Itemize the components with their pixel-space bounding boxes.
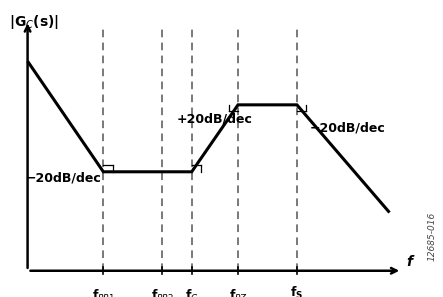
Text: f$_{PP2}$: f$_{PP2}$ — [151, 288, 174, 297]
Text: f$_{PZ}$: f$_{PZ}$ — [229, 288, 248, 297]
Text: 12685-016: 12685-016 — [427, 212, 436, 261]
Text: +20dB/dec: +20dB/dec — [177, 113, 253, 126]
Text: f$_C$: f$_C$ — [185, 288, 198, 297]
Text: |G$_C$(s)|: |G$_C$(s)| — [9, 13, 58, 31]
Text: −20dB/dec: −20dB/dec — [26, 171, 101, 184]
Text: f: f — [406, 255, 412, 269]
Text: $\mathbf{f_S}$: $\mathbf{f_S}$ — [290, 285, 303, 297]
Text: f$_{PP1}$: f$_{PP1}$ — [92, 288, 115, 297]
Text: −20dB/dec: −20dB/dec — [310, 122, 385, 135]
